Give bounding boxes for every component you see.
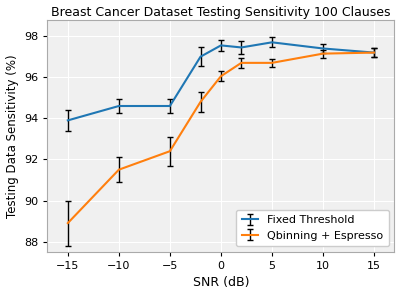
Y-axis label: Testing Data Sensitivity (%): Testing Data Sensitivity (%) xyxy=(6,54,18,218)
Legend: Fixed Threshold, Qbinning + Espresso: Fixed Threshold, Qbinning + Espresso xyxy=(236,210,389,246)
Title: Breast Cancer Dataset Testing Sensitivity 100 Clauses: Breast Cancer Dataset Testing Sensitivit… xyxy=(51,6,391,19)
X-axis label: SNR (dB): SNR (dB) xyxy=(193,276,249,289)
